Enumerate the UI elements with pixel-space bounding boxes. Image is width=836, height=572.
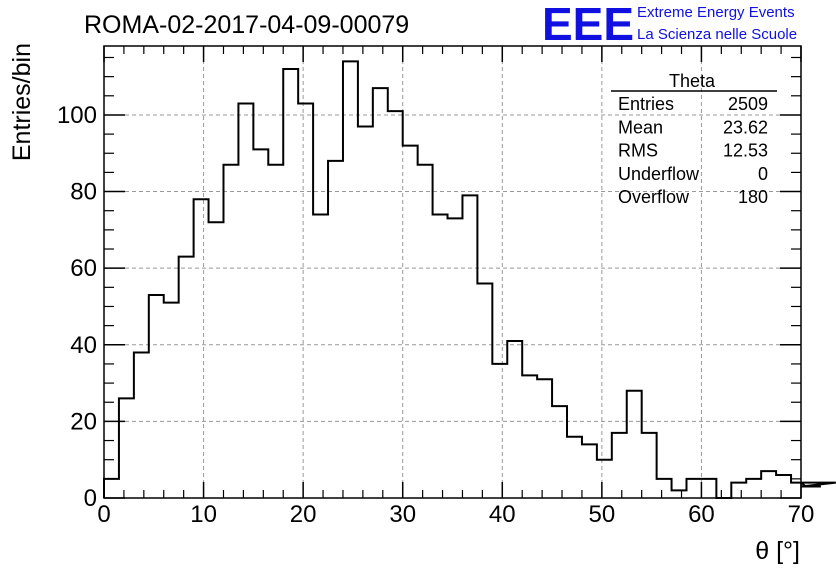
stats-row-label: Underflow: [618, 164, 700, 184]
x-tick-label: 70: [788, 501, 815, 528]
stats-row-label: RMS: [618, 141, 658, 161]
y-tick-labels: 0 20 40 60 80 100: [57, 102, 97, 512]
x-tick-label: 0: [97, 501, 110, 528]
x-axis-title: θ [°]: [755, 537, 800, 565]
stats-row-label: Overflow: [618, 187, 690, 207]
logo-mark: EEE: [542, 0, 634, 50]
logo-line-2: La Scienza nelle Scuole: [637, 26, 797, 43]
x-tick-label: 50: [589, 501, 616, 528]
axis-ticks: [103, 46, 802, 499]
stats-box: Theta Entries 2509 Mean 23.62 RMS 12.53 Underf…: [611, 71, 777, 207]
stats-row-value: 2509: [728, 94, 768, 114]
x-tick-label: 10: [190, 501, 217, 528]
stats-row-value: 23.62: [723, 117, 768, 137]
y-tick-label: 0: [84, 485, 97, 512]
x-tick-label: 60: [688, 501, 715, 528]
y-tick-label: 40: [70, 332, 97, 359]
run-title: ROMA-02-2017-04-09-00079: [84, 11, 409, 39]
x-tick-label: 40: [489, 501, 516, 528]
stats-row-value: 12.53: [723, 141, 768, 161]
y-axis-title: Entries/bin: [8, 43, 36, 161]
logo-line-1: Extreme Energy Events: [637, 4, 795, 21]
eee-logo: EEE Extreme Energy Events La Scienza nel…: [542, 0, 797, 50]
stats-title: Theta: [669, 71, 716, 91]
stats-row-label: Mean: [618, 117, 663, 137]
stats-row-value: 180: [738, 187, 768, 207]
y-tick-label: 20: [70, 408, 97, 435]
y-tick-label: 100: [57, 102, 97, 129]
x-tick-labels: 0 10 20 30 40 50 60 70: [97, 501, 814, 528]
stats-row-label: Entries: [618, 94, 674, 114]
stats-row-value: 0: [758, 164, 768, 184]
x-tick-label: 20: [290, 501, 317, 528]
plot-frame: [103, 45, 802, 499]
x-tick-label: 30: [389, 501, 416, 528]
grid: [104, 46, 801, 498]
y-tick-label: 80: [70, 179, 97, 206]
y-tick-label: 60: [70, 255, 97, 282]
